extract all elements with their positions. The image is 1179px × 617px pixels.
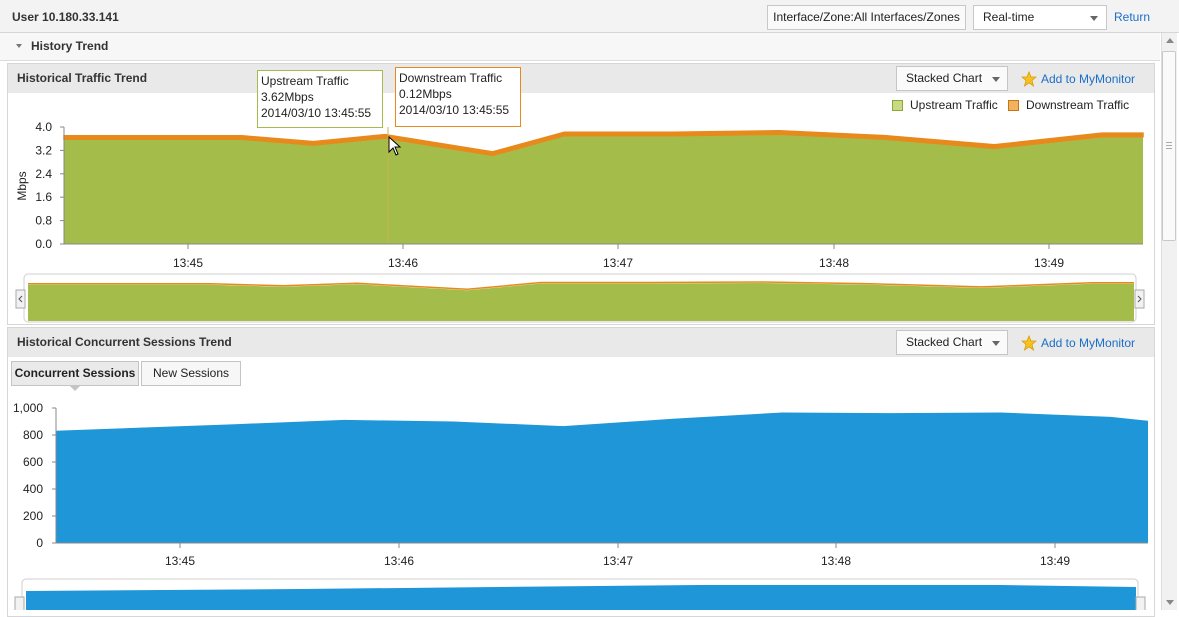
chevron-down-icon	[1090, 16, 1098, 21]
tooltip-value: 0.12Mbps	[399, 87, 452, 101]
y-tick-label: 4.0	[35, 120, 52, 134]
interface-zone-selector[interactable]: Interface/Zone:All Interfaces/Zones	[767, 5, 966, 30]
legend-label: Upstream Traffic	[910, 98, 998, 112]
time-range-value: Real-time	[983, 10, 1035, 24]
tooltip-time: 2014/03/10 13:45:55	[399, 103, 510, 117]
navigator-left-handle[interactable]	[15, 289, 26, 309]
x-tick-label: 13:48	[819, 256, 849, 270]
y-tick-label: 200	[23, 509, 43, 523]
x-tick-label: 13:45	[165, 554, 195, 568]
scroll-down-icon[interactable]	[1166, 600, 1174, 605]
navigator-area	[26, 585, 1136, 610]
y-tick-label: 1.6	[35, 190, 52, 204]
sessions-chart-type-button[interactable]: Stacked Chart	[896, 330, 1008, 355]
sessions-panel-title: Historical Concurrent Sessions Trend	[17, 335, 232, 349]
x-tick-label: 13:45	[173, 256, 203, 270]
star-icon	[1021, 71, 1037, 87]
y-tick-label: 0	[36, 536, 43, 550]
traffic-chart: 0.0 0.8 1.6 2.4 3.2 4.0 13:45 13:46 13:47 13:48 13…	[15, 120, 1145, 323]
checkbox-icon	[1008, 100, 1019, 111]
checkbox-icon	[892, 100, 903, 111]
tooltip-value: 3.62Mbps	[261, 90, 314, 104]
traffic-chart-type-button[interactable]: Stacked Chart	[896, 66, 1008, 91]
star-icon	[1021, 335, 1037, 351]
collapse-arrow-icon[interactable]	[16, 44, 22, 48]
x-tick-label: 13:49	[1040, 554, 1070, 568]
chart-type-label: Stacked Chart	[906, 71, 983, 85]
tooltip-time: 2014/03/10 13:45:55	[261, 106, 372, 120]
y-tick-label: 400	[23, 482, 43, 496]
history-trend-header[interactable]	[0, 33, 1160, 61]
tab-new-sessions[interactable]: New Sessions	[141, 361, 241, 386]
time-range-select[interactable]: Real-time	[973, 5, 1107, 30]
legend-label: Downstream Traffic	[1026, 98, 1130, 112]
add-mymonitor-label: Add to MyMonitor	[1041, 72, 1136, 86]
chevron-left-icon	[18, 295, 23, 303]
chevron-right-icon	[1137, 295, 1142, 303]
scrollbar-thumb[interactable]	[1162, 51, 1176, 241]
mouse-cursor-icon	[388, 136, 402, 156]
x-tick-label: 13:46	[388, 256, 418, 270]
navigator-right-handle[interactable]	[1135, 596, 1146, 610]
x-tick-label: 13:47	[603, 554, 633, 568]
navigator-right-handle[interactable]	[1134, 289, 1145, 309]
tooltip-title: Upstream Traffic	[261, 74, 349, 88]
upstream-area	[64, 134, 1143, 244]
return-link[interactable]: Return	[1114, 10, 1151, 24]
y-tick-label: 0.0	[35, 237, 52, 251]
y-tick-label: 600	[23, 455, 43, 469]
x-tick-label: 13:49	[1034, 256, 1064, 270]
x-tick-label: 13:46	[384, 554, 414, 568]
tooltip-title: Downstream Traffic	[399, 71, 503, 85]
page-title: User 10.180.33.141	[12, 10, 119, 24]
grip-line	[1166, 148, 1172, 149]
scroll-up-icon[interactable]	[1166, 38, 1174, 43]
active-tab-pointer-icon	[70, 386, 80, 391]
y-tick-label: 0.8	[35, 214, 52, 228]
add-mymonitor-label: Add to MyMonitor	[1041, 336, 1136, 350]
downstream-area	[63, 130, 1144, 157]
sessions-chart: 0 200 400 600 800 1,000 13:45 13:46 13:47 13:48 13…	[13, 401, 1148, 610]
x-tick-label: 13:47	[603, 256, 633, 270]
chart-type-label: Stacked Chart	[906, 335, 983, 349]
tab-concurrent-sessions[interactable]: Concurrent Sessions	[11, 361, 139, 386]
concurrent-sessions-area	[56, 412, 1148, 543]
y-tick-label: 800	[23, 428, 43, 442]
y-tick-label: 1,000	[13, 401, 43, 415]
history-trend-title: History Trend	[31, 39, 109, 53]
navigator-line	[28, 281, 1134, 291]
grip-line	[1166, 145, 1172, 146]
upstream-tooltip: Upstream Traffic 3.62Mbps 2014/03/10 13:…	[257, 70, 383, 128]
y-tick-label: 2.4	[35, 167, 52, 181]
traffic-panel-title: Historical Traffic Trend	[17, 71, 148, 85]
chevron-down-icon	[992, 77, 1000, 82]
navigator-left-handle[interactable]	[14, 596, 25, 610]
downstream-tooltip: Downstream Traffic 0.12Mbps 2014/03/10 1…	[395, 67, 521, 127]
y-tick-label: 3.2	[35, 143, 52, 157]
y-axis-label: Mbps	[15, 171, 29, 200]
x-tick-label: 13:48	[821, 554, 851, 568]
navigator-area	[28, 283, 1134, 321]
chevron-down-icon	[992, 341, 1000, 346]
grip-line	[1166, 142, 1172, 143]
